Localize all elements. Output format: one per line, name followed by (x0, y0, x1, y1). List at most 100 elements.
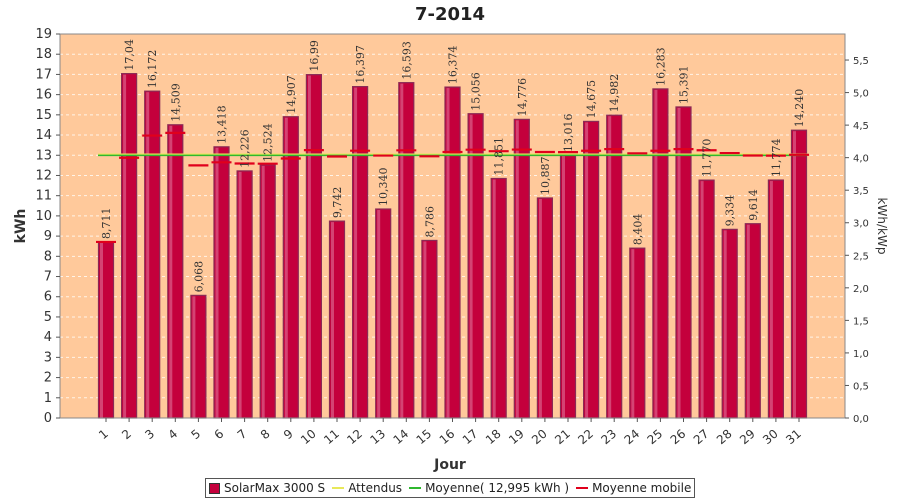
x-tick-label: 18 (483, 427, 504, 448)
y-tick-label: 14 (35, 128, 52, 143)
data-label: 14,982 (608, 74, 621, 113)
y-tick-label: 15 (35, 108, 52, 123)
x-tick-label: 22 (575, 427, 596, 448)
bar-highlight (538, 198, 542, 418)
bar-highlight (423, 241, 427, 418)
bar-highlight (400, 83, 404, 419)
y-tick-label: 8 (44, 249, 52, 264)
y-tick-label: 16 (35, 88, 52, 103)
x-tick-label: 30 (760, 427, 781, 448)
data-label: 16,283 (654, 47, 667, 86)
legend-label-production: SolarMax 3000 S (224, 481, 326, 495)
y-tick-label: 7 (44, 270, 52, 285)
y-tick-label: 19 (35, 27, 52, 42)
y2-tick-label: 1,0 (853, 349, 869, 360)
bars (97, 73, 808, 419)
legend-label-moyenne-mobile: Moyenne mobile (592, 481, 692, 495)
bar-highlight (608, 116, 612, 418)
y-tick-label: 13 (35, 148, 52, 163)
bar-highlight (169, 125, 173, 418)
bar-highlight (284, 117, 288, 419)
y-tick-label: 17 (35, 67, 52, 82)
bar-highlight (192, 296, 196, 418)
x-tick-label: 25 (645, 427, 666, 448)
x-tick-label: 11 (321, 427, 342, 448)
lines (96, 131, 809, 244)
data-label: 6,068 (192, 261, 205, 293)
y2-tick-label: 5,0 (853, 89, 869, 100)
data-label: 16,593 (400, 41, 413, 80)
bar-highlight (585, 122, 589, 419)
y-tick-label: 12 (35, 168, 52, 183)
data-label: 9,334 (724, 195, 737, 227)
data-label: 16,99 (308, 40, 321, 72)
legend-label-moyenne: Moyenne( 12,995 kWh ) (425, 481, 570, 495)
y2-tick-label: 4,0 (853, 154, 869, 165)
x-tick-label: 23 (598, 427, 619, 448)
y-tick-label: 11 (35, 189, 52, 204)
data-label: 8,786 (423, 206, 436, 238)
y-tick-label: 3 (44, 350, 52, 365)
y-tick-label: 6 (44, 290, 52, 305)
bar-highlight (469, 114, 473, 418)
x-tick-label: 3 (142, 427, 157, 443)
bar-highlight (677, 107, 681, 418)
y2-tick-label: 0,5 (853, 381, 869, 392)
bar-highlight (331, 222, 334, 418)
legend: SolarMax 3000 S Attendus Moyenne( 12,995… (205, 478, 696, 498)
y-tick-label: 5 (44, 310, 52, 325)
data-label: 14,776 (516, 78, 529, 117)
data-label: 8,404 (631, 214, 644, 246)
value-labels: 8,711 17,04 16,172 14,509 6,068 13,418 12,226 1… (100, 39, 806, 292)
x-tick-label: 9 (281, 427, 296, 443)
x-tick-label: 14 (391, 427, 412, 448)
bar-highlight (100, 242, 103, 418)
y2-tick-label: 5,5 (853, 56, 869, 67)
x-tick-label: 26 (668, 427, 689, 448)
y-tick-label: 1 (44, 391, 52, 406)
legend-swatch-moyenne (409, 487, 422, 489)
data-label: 11,774 (770, 139, 783, 178)
y2-tick-label: 0,0 (853, 414, 869, 425)
y2-tick-label: 1,5 (853, 316, 869, 327)
x-tick-label: 21 (552, 427, 573, 448)
y2-axis-label: kWh/kWp (875, 198, 889, 255)
data-label: 17,04 (123, 39, 136, 71)
bar-highlight (146, 92, 150, 418)
x-tick-label: 15 (414, 427, 435, 448)
bar-highlight (261, 165, 265, 418)
x-tick-label: 20 (529, 427, 550, 448)
data-label: 9,742 (331, 187, 344, 219)
y2-tick-label: 2,0 (853, 284, 869, 295)
x-tick-label: 31 (783, 427, 804, 448)
x-tick-label: 2 (119, 427, 134, 443)
x-tick-label: 8 (258, 427, 273, 443)
y2-tick-label: 3,5 (853, 186, 869, 197)
bar-highlight (746, 224, 750, 418)
y-axis-label: kWh (13, 209, 29, 244)
y-tick-label: 4 (44, 330, 52, 345)
legend-item-production: SolarMax 3000 S (209, 481, 325, 495)
bar-highlight (654, 89, 658, 419)
legend-item-moyenne-mobile: Moyenne mobile (576, 481, 691, 495)
legend-swatch-bar (209, 482, 220, 494)
bar-highlight (793, 131, 796, 419)
data-label: 14,907 (285, 75, 298, 114)
y-tick-label: 2 (44, 371, 52, 386)
x-tick-label: 12 (344, 427, 365, 448)
data-label: 10,340 (377, 168, 390, 207)
y-tick-label: 0 (44, 411, 52, 426)
data-label: 14,509 (169, 83, 182, 122)
y-tick-label: 10 (35, 209, 52, 224)
bar-highlight (377, 210, 381, 418)
x-tick-label: 5 (188, 427, 203, 443)
data-label: 16,172 (146, 50, 159, 89)
bar-highlight (769, 181, 773, 418)
y2-tick-label: 4,5 (853, 121, 869, 132)
data-label: 15,391 (678, 65, 691, 104)
x-tick-label: 7 (235, 427, 250, 443)
data-label: 13,418 (216, 105, 229, 144)
bar-highlight (562, 155, 565, 418)
x-tick-label: 28 (714, 427, 735, 448)
legend-item-attendus: Attendus (332, 481, 402, 495)
